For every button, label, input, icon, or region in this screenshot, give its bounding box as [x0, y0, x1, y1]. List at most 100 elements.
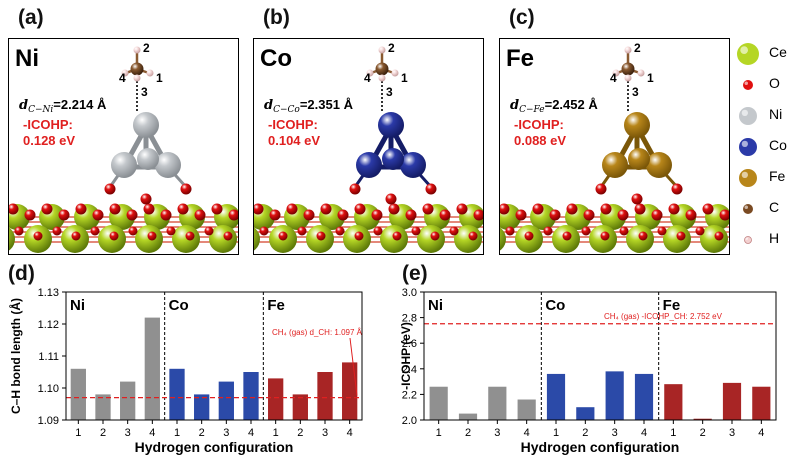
o-atom [411, 226, 421, 236]
distance-symbol: d [510, 98, 520, 113]
reference-arrow [349, 337, 358, 396]
x-tick-label: 4 [524, 427, 530, 439]
h-atom [133, 74, 141, 82]
reference-label: CH₄ (gas) d_CH: 1.097 Å [272, 328, 363, 337]
o-atom [532, 203, 544, 215]
o-atom [109, 231, 119, 241]
structure-drawing [500, 46, 729, 253]
metal-atom [628, 148, 650, 170]
ce-atom [700, 225, 728, 253]
icohp-annotation: -ICOHP: 0.088 eV [514, 117, 566, 149]
o-atom [638, 231, 648, 241]
x-tick-label: 3 [612, 427, 618, 439]
bar-co-1 [169, 368, 185, 420]
o-atom [651, 209, 663, 221]
distance-value: =2.214 Å [53, 97, 107, 112]
o-atom [562, 231, 572, 241]
o-atom [228, 209, 238, 221]
o-atom [634, 203, 646, 215]
legend-label: O [769, 75, 780, 91]
bar-ni-4 [517, 399, 536, 420]
icohp-label: -ICOHP: [268, 117, 318, 132]
o-atom [473, 209, 483, 221]
o-atom [92, 209, 104, 221]
o-atom [254, 203, 264, 215]
legend-label: Ce [769, 44, 787, 60]
legend-label: C [769, 199, 780, 215]
distance-value: =2.351 Å [299, 97, 353, 112]
x-tick-label: 2 [700, 427, 706, 439]
x-tick-label: 2 [199, 427, 205, 439]
o-atom [269, 209, 281, 221]
h-atom [612, 69, 620, 77]
x-tick-label: 2 [100, 427, 106, 439]
legend-item-h: H [735, 228, 800, 250]
x-tick-label: 1 [670, 427, 676, 439]
structure-panel-fe: Fe 2 4 1 3 dC−Fe=2.452 Å -ICOHP: 0.088 eV [499, 38, 730, 255]
o-atom [354, 203, 366, 215]
c-atom [130, 62, 144, 76]
o-atom [33, 231, 43, 241]
hydrogen-index-label: 4 [119, 71, 126, 85]
o-atom [595, 183, 607, 195]
bar-fe-3 [722, 382, 742, 420]
o-atom [392, 231, 402, 241]
legend-item-c: C [735, 197, 800, 219]
x-tick-label: 4 [248, 427, 254, 439]
o-atom [714, 231, 724, 241]
o-atom [685, 209, 697, 221]
bar-fe-2 [292, 394, 308, 420]
hydrogen-index-label: 2 [388, 41, 395, 55]
bar-fe-3 [317, 372, 333, 420]
legend-label: Co [769, 137, 787, 153]
o-atom [316, 231, 326, 241]
y-tick-label: 1.11 [38, 351, 59, 363]
hydrogen-index-label: 2 [143, 41, 150, 55]
o-atom [128, 226, 138, 236]
ce-atom [254, 227, 260, 251]
hydrogen-index-label: 3 [141, 85, 148, 99]
o-atom [90, 226, 100, 236]
x-tick-label: 2 [297, 427, 303, 439]
hydrogen-index-label: 4 [364, 71, 371, 85]
o-atom [581, 226, 591, 236]
c-metal-distance: dC−Co=2.351 Å [264, 97, 353, 115]
x-tick-label: 3 [729, 427, 735, 439]
o-atom [58, 209, 70, 221]
icohp-value: 0.088 eV [514, 133, 567, 148]
o-atom [71, 231, 81, 241]
y-axis-label: C–H bond length (Å) [8, 298, 23, 414]
group-label-fe: Fe [663, 297, 681, 314]
h-atom [637, 69, 645, 77]
o-atom [14, 226, 24, 236]
distance-subscript: C−Fe [519, 105, 545, 115]
legend-swatch [737, 43, 759, 65]
o-atom [631, 193, 643, 205]
ce-atom [500, 227, 506, 251]
y-tick-label: 3.0 [402, 287, 417, 299]
o-atom [695, 226, 705, 236]
o-atom [600, 231, 610, 241]
c-atom [621, 62, 635, 76]
h-atom [146, 69, 154, 77]
metal-atom-top [133, 112, 159, 138]
o-atom [439, 209, 451, 221]
o-atom [104, 183, 116, 195]
y-tick-label: 2.0 [402, 415, 417, 427]
bar-co-4 [634, 373, 654, 420]
chart-e-panel-label: (e) [402, 262, 428, 285]
icohp-label: -ICOHP: [23, 117, 73, 132]
bar-co-4 [243, 372, 259, 420]
x-tick-label: 2 [582, 427, 588, 439]
x-tick-label: 4 [347, 427, 353, 439]
structure-panel-co: Co 2 4 1 3 dC−Co=2.351 Å -ICOHP: 0.104 eV [253, 38, 484, 255]
legend-swatch [739, 169, 757, 187]
hydrogen-index-label: 1 [401, 71, 408, 85]
x-axis-label: Hydrogen configuration [135, 439, 294, 455]
legend-item-fe: Fe [735, 166, 800, 188]
panel-label-co: (b) [263, 6, 290, 29]
c-metal-distance: dC−Fe=2.452 Å [510, 97, 598, 115]
o-atom [9, 203, 19, 215]
o-atom [583, 209, 595, 221]
o-atom [676, 231, 686, 241]
